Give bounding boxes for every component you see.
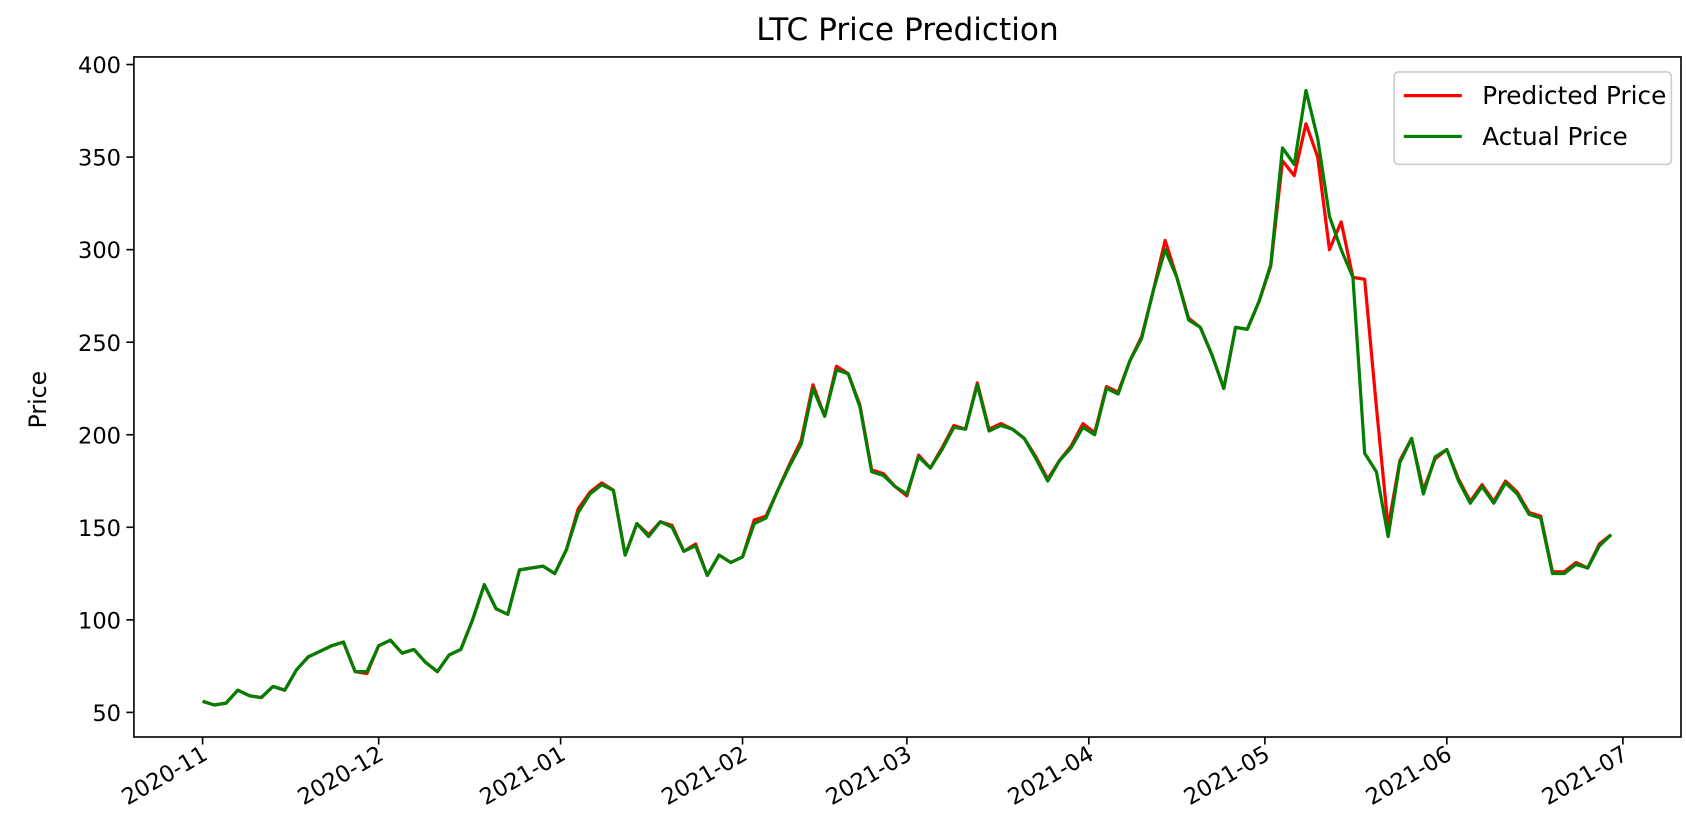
- x-tick-label: 2021-07: [1538, 741, 1633, 811]
- legend-label: Predicted Price: [1482, 81, 1666, 110]
- x-tick-label: 2021-04: [1004, 741, 1099, 811]
- x-tick-label: 2021-06: [1362, 741, 1457, 811]
- y-tick-label: 100: [78, 608, 121, 634]
- x-tick-label: 2020-12: [294, 741, 389, 811]
- y-tick-label: 50: [92, 701, 121, 727]
- legend-box: [1393, 71, 1673, 166]
- y-tick-label: 300: [78, 238, 121, 264]
- x-tick-label: 2021-05: [1180, 741, 1275, 811]
- chart-title: LTC Price Prediction: [756, 12, 1058, 48]
- y-tick-label: 250: [78, 331, 121, 357]
- y-tick-label: 150: [78, 516, 121, 542]
- x-tick-label: 2020-11: [117, 741, 212, 811]
- y-axis-label: Price: [24, 371, 52, 429]
- y-tick-label: 400: [78, 53, 121, 79]
- legend: Predicted Price Actual Price: [1393, 71, 1673, 166]
- x-tick-label: 2021-03: [822, 741, 917, 811]
- x-tick-label: 2021-02: [657, 741, 752, 811]
- x-tick-label: 2021-01: [475, 741, 570, 811]
- y-tick-label: 200: [78, 423, 121, 449]
- y-tick-label: 350: [78, 146, 121, 172]
- line-series: [202, 122, 1613, 707]
- line-series: [202, 88, 1613, 707]
- legend-label: Actual Price: [1482, 122, 1628, 151]
- plot-frame: [133, 56, 1682, 738]
